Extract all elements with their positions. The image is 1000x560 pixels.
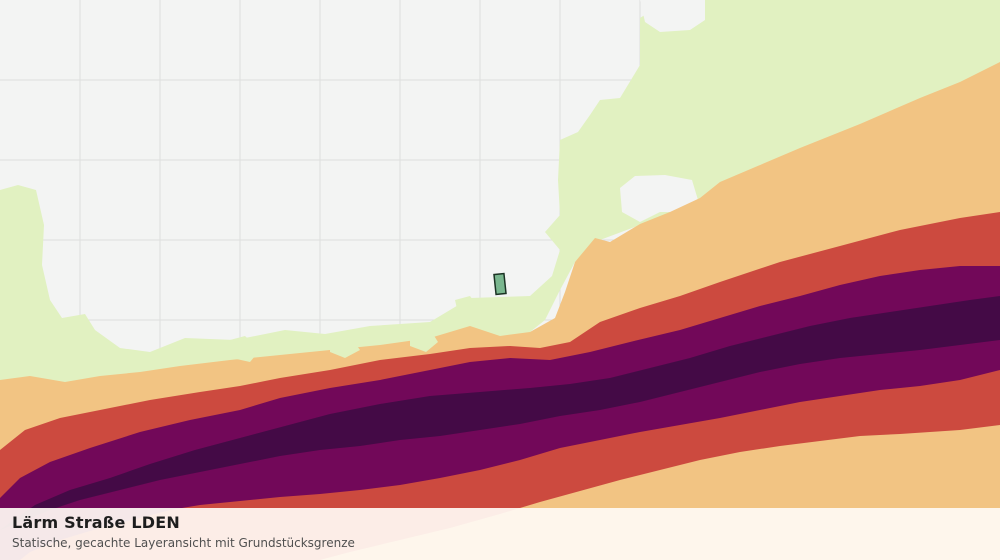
unshaded-pocket-2 (640, 0, 705, 32)
noise-band-lowest-fringe (230, 296, 482, 362)
parcel-boundary[interactable] (493, 272, 507, 296)
layer-subtitle: Statische, gecachte Layeransicht mit Gru… (12, 536, 355, 550)
layer-title: Lärm Straße LDEN (12, 513, 180, 532)
noise-band-lowest (0, 0, 1000, 408)
map-caption: Lärm Straße LDEN Statische, gecachte Lay… (0, 508, 1000, 560)
noise-band-highest (0, 296, 1000, 530)
